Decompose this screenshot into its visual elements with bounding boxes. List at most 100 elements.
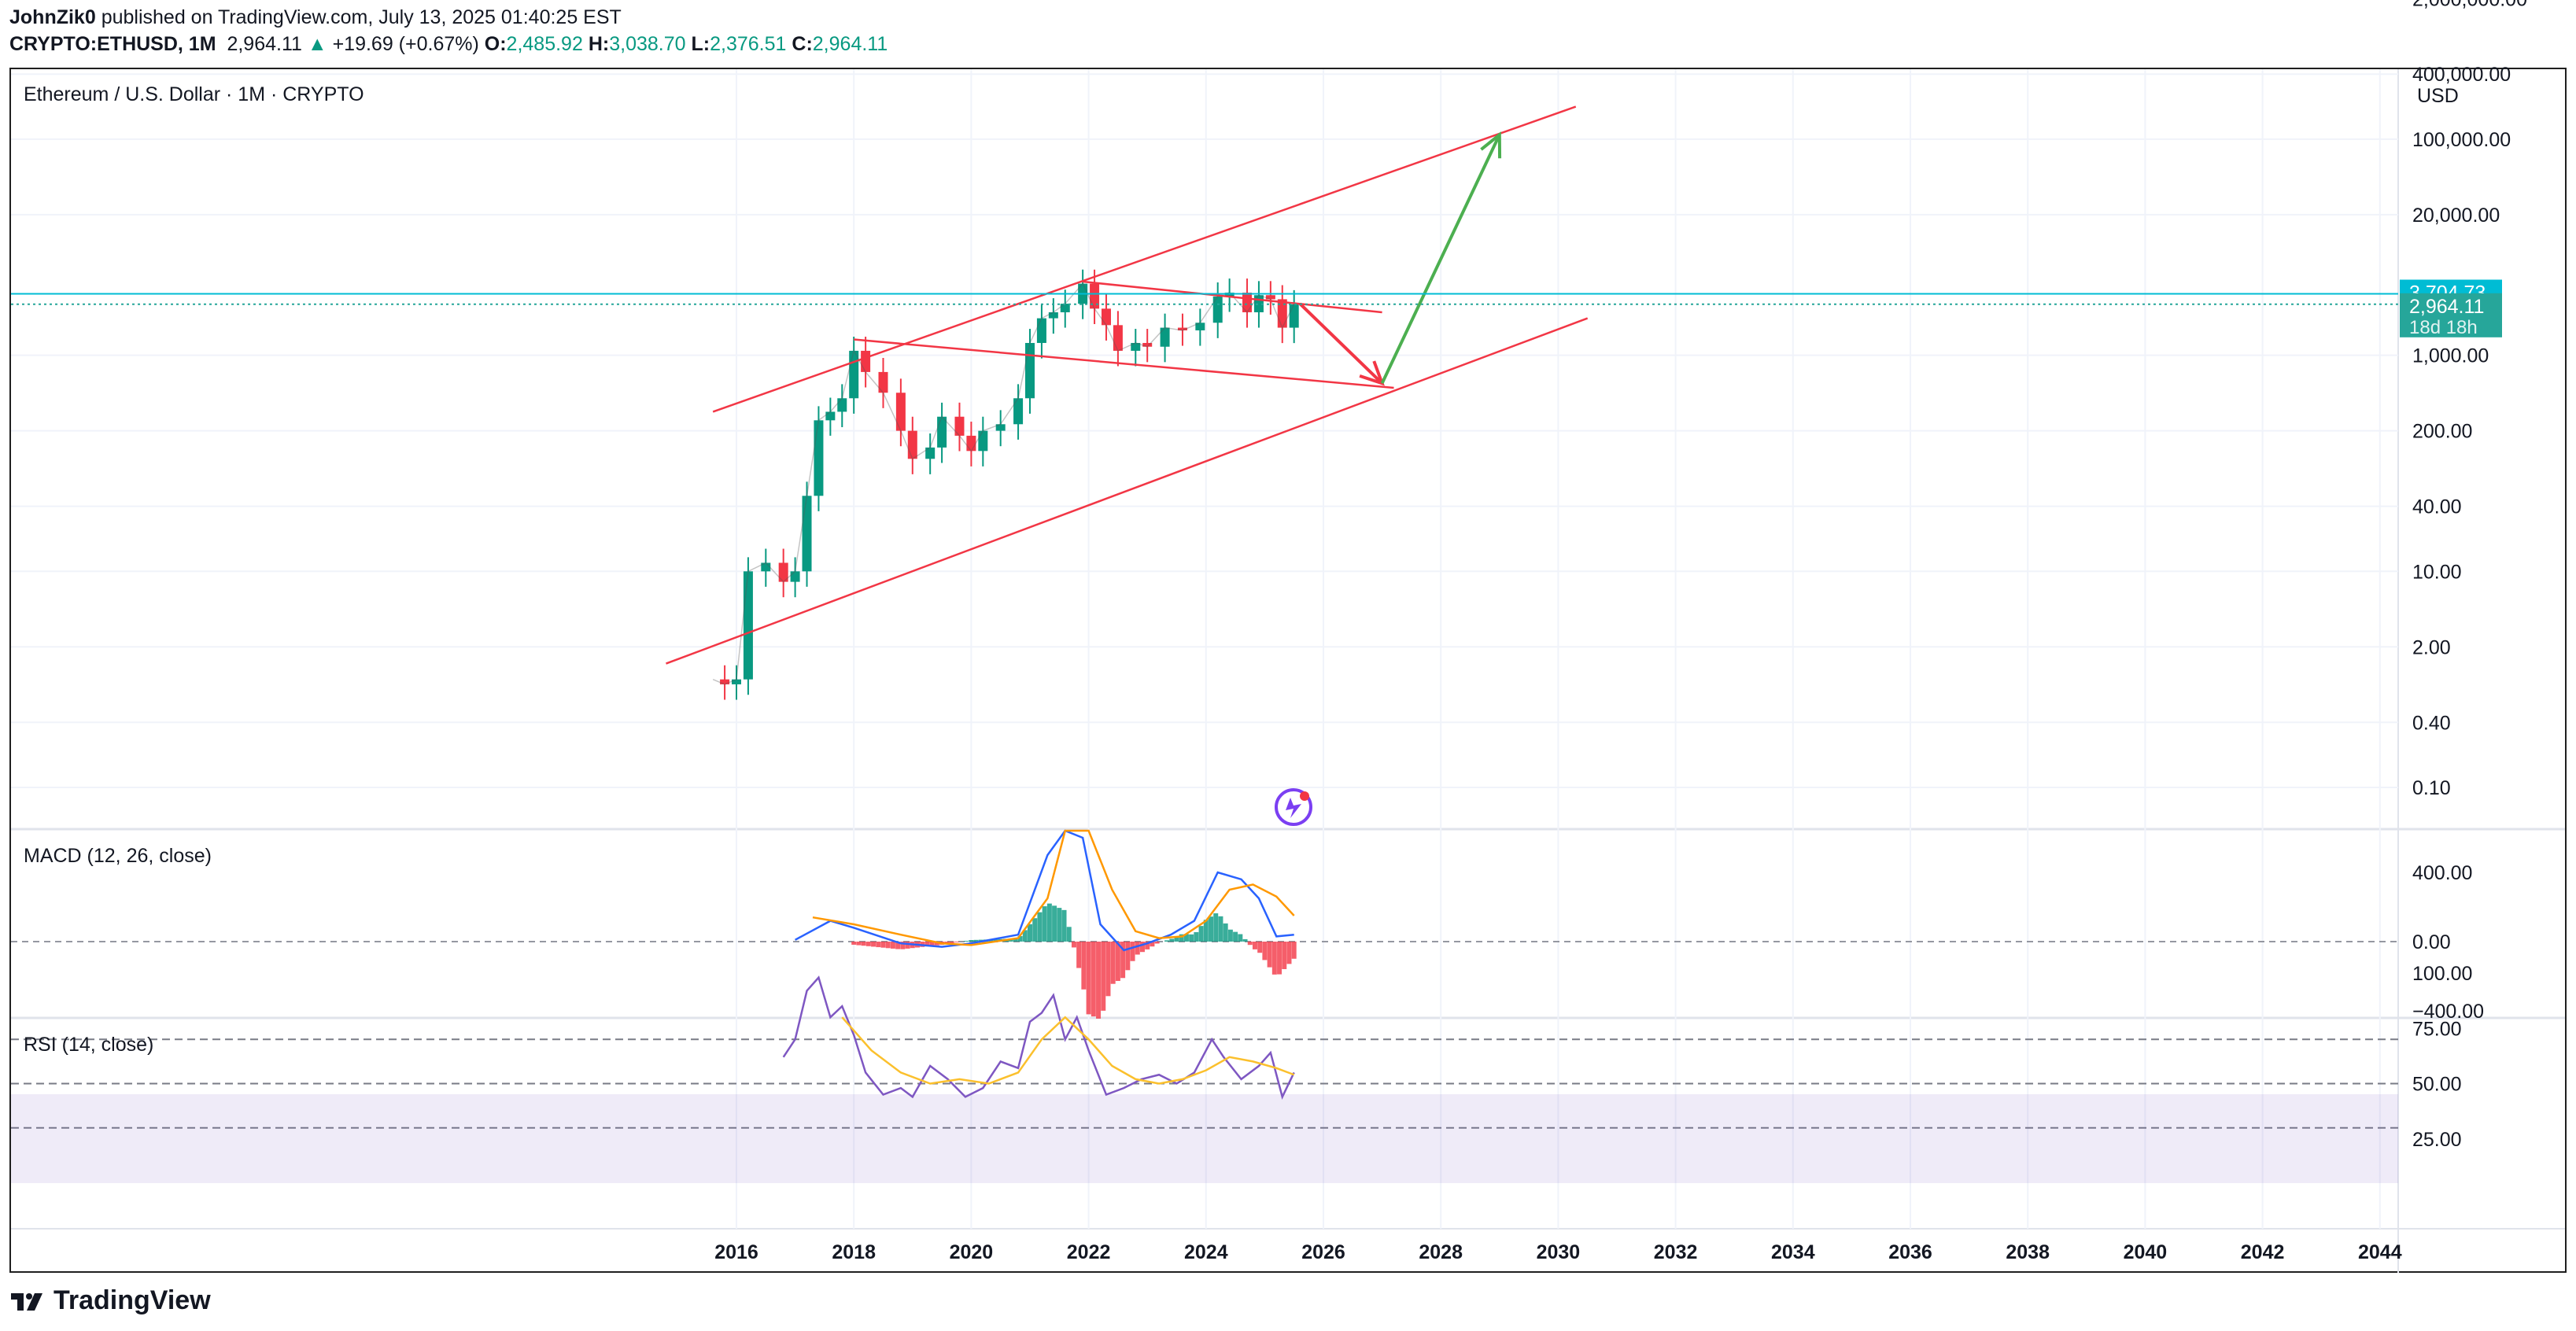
macd-histogram-bar <box>1125 942 1131 971</box>
last-price: 2,964.11 <box>227 33 302 55</box>
macd-histogram-bar <box>890 942 895 949</box>
signal-line <box>812 829 1295 946</box>
candle-body <box>937 416 947 448</box>
candle-body <box>995 424 1006 431</box>
macd-histogram-bar <box>1091 942 1096 1017</box>
macd-histogram-bar <box>1262 942 1268 960</box>
y-tick-label: 200.00 <box>2412 421 2472 443</box>
candles <box>712 269 1299 700</box>
macd-histogram-bar <box>1154 942 1160 944</box>
macd-histogram-bar <box>1233 931 1238 942</box>
rsi-line <box>782 975 1295 1100</box>
chart-frame[interactable] <box>9 68 2567 1273</box>
macd-histogram-bar <box>1086 942 1091 1015</box>
symbol-label: CRYPTO:ETHUSD, 1M <box>9 33 216 55</box>
macd-histogram-bar <box>900 942 906 949</box>
macd-title: MACD (12, 26, close) <box>24 845 212 867</box>
candle-body <box>861 350 871 372</box>
macd-histogram-bar <box>1145 942 1150 949</box>
candle-body <box>1277 299 1287 328</box>
candle-body <box>1090 283 1100 309</box>
macd-histogram-bar <box>1183 934 1189 942</box>
macd-histogram-bar <box>1198 926 1204 942</box>
macd-y-tick-label: 0.00 <box>2412 931 2451 953</box>
x-tick-label: 2034 <box>1771 1241 1815 1263</box>
candle-body <box>1195 323 1205 330</box>
macd-histogram-bar <box>871 942 877 947</box>
candle-body <box>802 496 812 572</box>
macd-histogram-bar <box>1257 942 1263 953</box>
macd-histogram-bar <box>1096 942 1102 1019</box>
tradingview-logo-icon <box>11 1292 42 1311</box>
trend-channel-lower <box>666 317 1589 665</box>
x-tick-label: 2042 <box>2241 1241 2285 1263</box>
macd-histogram-bar <box>1218 916 1223 942</box>
candle-body <box>1036 318 1046 343</box>
macd-histogram-bar <box>1209 916 1214 942</box>
macd-histogram-bar <box>1013 938 1018 942</box>
candle-body <box>732 679 741 684</box>
macd-histogram-bar <box>1174 936 1179 942</box>
macd-histogram-bar <box>1032 918 1038 942</box>
candle-body <box>720 679 730 684</box>
macd-histogram-bar <box>973 939 979 942</box>
macd-histogram-bar <box>1046 903 1052 942</box>
macd-histogram-bar <box>1267 942 1272 968</box>
macd-histogram-bar <box>1213 913 1219 942</box>
macd-histogram-bar <box>1042 906 1047 942</box>
macd-pane <box>795 829 1297 1019</box>
macd-line <box>795 829 1294 952</box>
price-label-countdown: 18d 18h <box>2409 317 2478 338</box>
y-tick-label: 20,000.00 <box>2412 205 2500 227</box>
x-tick-label: 2036 <box>1888 1241 1932 1263</box>
macd-histogram-bar <box>1017 936 1023 942</box>
macd-histogram-bar <box>880 942 886 948</box>
candle-body <box>1101 308 1111 326</box>
price-label-box <box>2400 293 2502 337</box>
macd-histogram-bar <box>1139 942 1145 953</box>
y-tick-label: 100,000.00 <box>2412 129 2511 151</box>
tradingview-logo[interactable]: TradingView <box>11 1285 211 1316</box>
macd-histogram-bar <box>1194 931 1199 942</box>
x-tick-label: 2044 <box>2358 1241 2402 1263</box>
macd-histogram-bar <box>929 942 935 946</box>
macd-y-tick-label: 400.00 <box>2412 862 2472 884</box>
open-label: O: <box>484 33 507 55</box>
macd-histogram-bar <box>1291 942 1297 959</box>
candle-body <box>1212 296 1223 323</box>
x-tick-label: 2040 <box>2124 1241 2168 1263</box>
rsi-pane <box>782 975 1295 1100</box>
macd-histogram-bar <box>1189 934 1194 942</box>
y-tick-label: 1,000.00 <box>2412 345 2489 367</box>
published-text: published on TradingView.com, July 13, 2… <box>101 6 622 28</box>
y-tick-label: 2.00 <box>2412 636 2451 658</box>
rsi-y-tick-label: 25.00 <box>2412 1129 2462 1151</box>
macd-histogram-bar <box>851 942 857 945</box>
candle-body <box>778 562 788 582</box>
brand-label: TradingView <box>54 1285 211 1315</box>
candle-body <box>907 430 917 459</box>
macd-histogram-bar <box>924 942 930 947</box>
candle-body <box>1289 304 1299 328</box>
macd-histogram-bar <box>1057 908 1062 942</box>
candle-body <box>966 435 976 452</box>
candle-body <box>1113 325 1123 351</box>
x-tick-label: 2016 <box>714 1241 758 1263</box>
rsi-band <box>11 1094 2398 1183</box>
macd-histogram-bar <box>1071 942 1076 948</box>
low-value: 2,376.51 <box>710 33 787 55</box>
macd-histogram-bar <box>1130 942 1135 961</box>
y-tick-label: 10.00 <box>2412 561 2462 583</box>
x-tick-label: 2022 <box>1067 1241 1111 1263</box>
macd-histogram-bar <box>1203 920 1209 942</box>
candle-body <box>1048 312 1058 319</box>
price-change: +19.69 (+0.67%) <box>332 33 479 55</box>
rsi-y-tick-label: 100.00 <box>2412 963 2472 985</box>
low-label: L: <box>691 33 710 55</box>
macd-histogram-bar <box>1164 940 1170 942</box>
macd-histogram-bar <box>1271 942 1277 975</box>
rsi-ma-line <box>841 1016 1295 1085</box>
main-chart-title: Ethereum / U.S. Dollar · 1M · CRYPTO <box>24 83 364 105</box>
